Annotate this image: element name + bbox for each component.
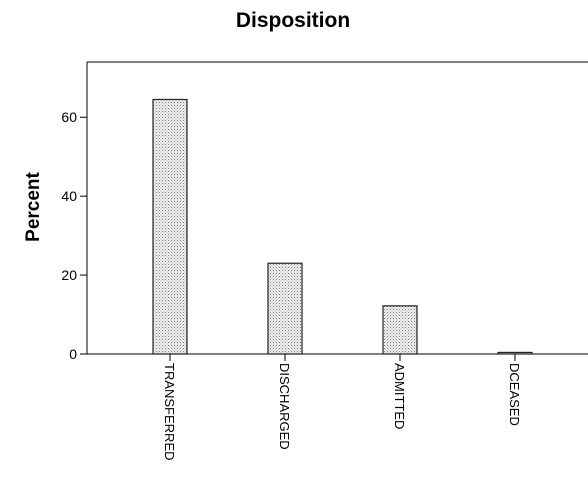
y-tick-label: 40 [61,188,77,204]
bars [152,98,533,355]
x-tick-label-transferred: TRANSFERRED [162,363,177,461]
x-ticks: TRANSFERRED DISCHARGED ADMITTED DCEASED [162,354,522,461]
x-tick-label-admitted: ADMITTED [392,363,407,429]
y-tick-label: 60 [61,109,77,125]
bar-admitted [382,305,418,355]
bar-discharged [267,262,303,355]
chart-title: Disposition [236,9,350,32]
y-tick-label: 0 [69,346,77,362]
y-axis-label: Percent [23,171,44,241]
x-tick-label-dceased: DCEASED [507,363,522,426]
x-tick-label-discharged: DISCHARGED [277,363,292,450]
y-ticks: 0 20 40 60 [61,109,87,362]
bar-transferred [152,98,188,355]
y-tick-label: 20 [61,267,77,283]
bar-dceased [497,351,533,355]
